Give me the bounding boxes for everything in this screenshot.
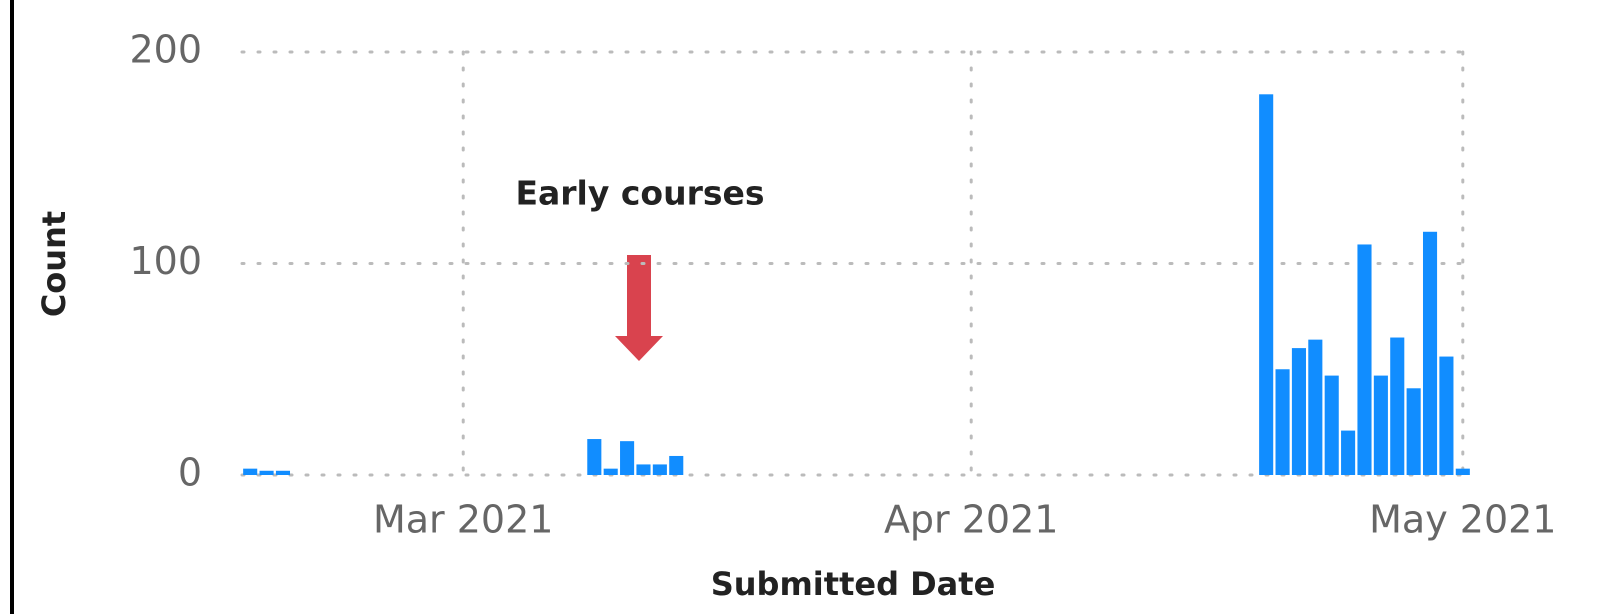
x-tick-label: Mar 2021 (373, 498, 553, 542)
bar (1406, 388, 1421, 475)
bar (1324, 375, 1339, 475)
bar (1455, 468, 1470, 475)
x-tick-label: Apr 2021 (884, 498, 1059, 542)
bar (1439, 356, 1454, 475)
x-tick-label: May 2021 (1369, 498, 1556, 542)
bar (1308, 339, 1323, 475)
bar (1275, 369, 1290, 475)
bar (1291, 348, 1306, 475)
annotation-arrow (615, 255, 663, 361)
bar (1341, 430, 1356, 475)
bar (652, 464, 667, 475)
arrow-shaft (627, 255, 651, 337)
y-tick-label: 200 (129, 28, 202, 72)
y-tick-label: 0 (178, 451, 202, 495)
bar (603, 468, 618, 475)
y-tick-label: 100 (129, 239, 202, 283)
bar (1373, 375, 1388, 475)
bar (1422, 231, 1438, 475)
bar (1259, 94, 1274, 476)
y-axis-title: Count (35, 211, 73, 317)
bar (669, 455, 684, 475)
x-axis-title: Submitted Date (711, 565, 996, 603)
bar (1357, 244, 1372, 475)
arrow-head (615, 336, 663, 361)
bar (243, 468, 258, 475)
bar (587, 439, 602, 475)
bar (1390, 337, 1405, 475)
bar (275, 470, 291, 475)
annotation: Early courses (515, 174, 764, 213)
bar (259, 470, 274, 475)
bar (636, 464, 651, 475)
bar (620, 441, 635, 475)
